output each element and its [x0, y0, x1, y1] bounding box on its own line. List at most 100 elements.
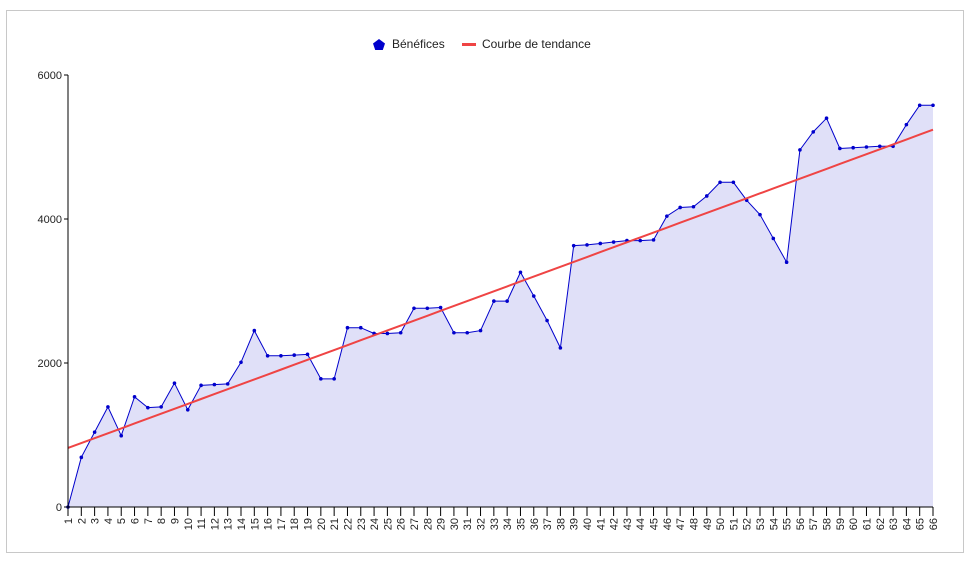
x-tick-label: 55	[782, 518, 794, 530]
data-point[interactable]	[159, 405, 163, 409]
data-point[interactable]	[838, 146, 842, 151]
data-point[interactable]	[146, 405, 150, 410]
data-point[interactable]	[877, 144, 882, 149]
y-tick-label: 0	[56, 502, 62, 514]
data-point[interactable]	[279, 354, 283, 358]
x-tick-label: 11	[196, 518, 208, 529]
data-point[interactable]	[558, 346, 563, 350]
x-tick-label: 52	[742, 518, 754, 530]
data-point[interactable]	[358, 325, 363, 330]
data-point[interactable]	[811, 130, 816, 134]
data-point[interactable]	[212, 382, 217, 387]
data-point[interactable]	[119, 433, 124, 438]
legend-item-trend[interactable]: Courbe de tendance	[462, 37, 591, 51]
x-tick-label: 21	[329, 518, 341, 530]
data-point[interactable]	[798, 148, 802, 152]
trend-line	[67, 128, 934, 449]
data-point[interactable]	[345, 325, 350, 330]
data-point[interactable]	[665, 214, 669, 218]
data-point[interactable]	[92, 430, 97, 434]
x-tick-label: 10	[183, 518, 195, 530]
data-point[interactable]	[904, 122, 909, 127]
data-point[interactable]	[518, 270, 523, 275]
x-tick-label: 2	[76, 518, 88, 524]
data-point[interactable]	[638, 238, 643, 243]
data-point[interactable]	[651, 238, 656, 242]
x-tick-label: 20	[316, 518, 328, 530]
data-point[interactable]	[79, 455, 84, 460]
chart: Bénéfices Courbe de tendance 0 2000 4000 60…	[38, 37, 940, 530]
y-tick-label: 2000	[38, 358, 62, 370]
x-tick-label: 38	[555, 518, 567, 530]
data-point[interactable]	[824, 116, 829, 120]
x-tick-label: 58	[822, 518, 834, 530]
data-point[interactable]	[199, 383, 203, 388]
data-point[interactable]	[545, 318, 549, 323]
data-point[interactable]	[478, 328, 483, 333]
data-point[interactable]	[239, 360, 243, 365]
data-point[interactable]	[531, 294, 536, 298]
data-point[interactable]	[678, 205, 682, 210]
x-tick-label: 59	[835, 518, 847, 530]
data-point[interactable]	[265, 354, 270, 358]
data-point[interactable]	[106, 405, 110, 409]
x-tick-label: 8	[156, 518, 168, 524]
x-tick-label: 36	[529, 518, 541, 530]
x-tick-label: 51	[728, 518, 740, 530]
data-point[interactable]	[252, 328, 257, 333]
data-point[interactable]	[332, 377, 336, 381]
x-tick-label: 43	[622, 518, 634, 530]
data-point[interactable]	[758, 212, 762, 217]
data-point[interactable]	[132, 395, 137, 399]
x-tick-label: 12	[209, 518, 221, 530]
data-point[interactable]	[784, 260, 789, 264]
x-tick-label: 64	[901, 518, 913, 530]
data-point[interactable]	[611, 240, 616, 244]
data-point[interactable]	[731, 180, 736, 185]
data-point[interactable]	[465, 330, 470, 335]
data-point[interactable]	[185, 408, 190, 412]
x-tick-label: 42	[609, 518, 621, 530]
data-point[interactable]	[691, 204, 696, 209]
x-tick-label: 46	[662, 518, 674, 530]
data-point[interactable]	[931, 103, 935, 108]
data-point[interactable]	[571, 243, 576, 248]
x-tick-label: 7	[143, 518, 155, 524]
x-tick-label: 9	[169, 518, 181, 524]
data-point[interactable]	[851, 145, 855, 150]
data-point[interactable]	[225, 382, 230, 386]
data-point[interactable]	[452, 330, 456, 335]
data-point[interactable]	[917, 103, 922, 108]
data-point[interactable]	[438, 305, 443, 310]
x-tick-label: 25	[382, 518, 394, 530]
data-point[interactable]	[864, 145, 869, 149]
data-point[interactable]	[704, 194, 709, 198]
data-point[interactable]	[385, 331, 390, 336]
legend-marker-line-icon	[462, 43, 476, 46]
data-point[interactable]	[585, 243, 589, 247]
x-tick-label: 17	[276, 518, 288, 530]
data-point[interactable]	[718, 180, 722, 185]
data-point[interactable]	[292, 353, 297, 357]
x-tick-label: 39	[569, 518, 581, 530]
data-point[interactable]	[505, 299, 509, 303]
x-tick-label: 44	[635, 518, 647, 530]
data-point[interactable]	[319, 377, 323, 381]
legend-item-benefices[interactable]: Bénéfices	[373, 37, 445, 51]
data-point[interactable]	[305, 352, 310, 357]
x-tick-label: 47	[675, 518, 687, 530]
x-tick-label: 4	[103, 518, 115, 524]
x-tick-label: 50	[715, 518, 727, 530]
legend-label-benefices: Bénéfices	[392, 37, 445, 51]
data-point[interactable]	[398, 330, 403, 335]
x-tick-label: 40	[582, 518, 594, 530]
data-point[interactable]	[598, 241, 603, 246]
data-point[interactable]	[425, 306, 430, 311]
data-point[interactable]	[172, 381, 177, 385]
x-tick-label: 48	[688, 518, 700, 530]
data-point[interactable]	[412, 306, 416, 311]
data-point[interactable]	[771, 236, 776, 241]
x-tick-label: 16	[263, 518, 275, 530]
x-tick-label: 66	[928, 518, 940, 530]
data-point[interactable]	[492, 299, 496, 303]
